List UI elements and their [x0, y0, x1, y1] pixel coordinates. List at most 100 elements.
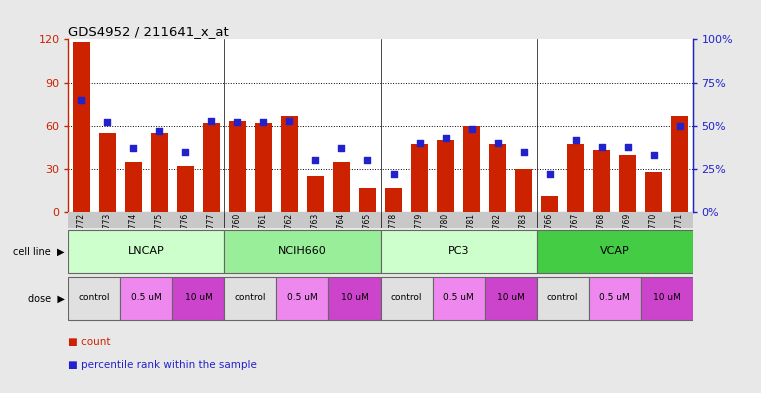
Bar: [99, 133, 116, 212]
Text: GSM1359778: GSM1359778: [389, 213, 398, 264]
Text: GSM1359768: GSM1359768: [597, 213, 606, 264]
Bar: [173, 277, 224, 320]
Text: GSM1359765: GSM1359765: [363, 213, 372, 264]
Point: [75, 97, 88, 103]
Bar: [120, 277, 173, 320]
Text: GSM1359764: GSM1359764: [337, 213, 346, 264]
Bar: [463, 126, 480, 212]
Text: GSM1359780: GSM1359780: [441, 213, 450, 264]
Bar: [68, 230, 224, 273]
Point: [387, 171, 400, 177]
Bar: [73, 42, 90, 212]
Point: [413, 140, 425, 146]
Text: GSM1359760: GSM1359760: [233, 213, 242, 264]
Text: GSM1359781: GSM1359781: [467, 213, 476, 264]
Text: 0.5 uM: 0.5 uM: [599, 293, 630, 302]
Bar: [411, 145, 428, 212]
Bar: [380, 277, 432, 320]
Point: [439, 135, 451, 141]
Text: control: control: [390, 293, 422, 302]
Point: [101, 119, 113, 125]
Bar: [329, 277, 380, 320]
Bar: [437, 140, 454, 212]
Bar: [151, 133, 168, 212]
Bar: [255, 123, 272, 212]
Point: [154, 128, 166, 134]
Bar: [224, 277, 276, 320]
Bar: [125, 162, 142, 212]
Point: [673, 123, 686, 129]
Point: [283, 118, 295, 124]
Point: [543, 171, 556, 177]
Text: cell line  ▶: cell line ▶: [13, 246, 65, 257]
Point: [622, 143, 634, 150]
Text: 10 uM: 10 uM: [185, 293, 212, 302]
Text: GSM1359767: GSM1359767: [571, 213, 580, 264]
Bar: [515, 169, 532, 212]
Text: PC3: PC3: [447, 246, 470, 255]
Text: VCAP: VCAP: [600, 246, 629, 255]
Text: GDS4952 / 211641_x_at: GDS4952 / 211641_x_at: [68, 25, 229, 38]
Text: control: control: [546, 293, 578, 302]
Bar: [276, 277, 329, 320]
Text: 10 uM: 10 uM: [653, 293, 680, 302]
Bar: [432, 277, 485, 320]
Bar: [203, 123, 220, 212]
Text: NCIH660: NCIH660: [278, 246, 327, 255]
Text: dose  ▶: dose ▶: [28, 294, 65, 304]
Text: GSM1359772: GSM1359772: [77, 213, 86, 264]
Bar: [671, 116, 688, 212]
Bar: [224, 230, 380, 273]
Text: GSM1359783: GSM1359783: [519, 213, 528, 264]
Bar: [385, 188, 402, 212]
Text: GSM1359775: GSM1359775: [155, 213, 164, 264]
Point: [127, 145, 139, 151]
Bar: [567, 145, 584, 212]
Text: GSM1359773: GSM1359773: [103, 213, 112, 264]
Text: GSM1359762: GSM1359762: [285, 213, 294, 264]
Bar: [177, 166, 194, 212]
Text: GSM1359774: GSM1359774: [129, 213, 138, 264]
Text: 0.5 uM: 0.5 uM: [443, 293, 474, 302]
Text: GSM1359761: GSM1359761: [259, 213, 268, 264]
Point: [180, 149, 192, 155]
Point: [492, 140, 504, 146]
Bar: [641, 277, 693, 320]
Text: 0.5 uM: 0.5 uM: [131, 293, 162, 302]
Point: [517, 149, 530, 155]
Point: [569, 136, 581, 143]
Bar: [645, 172, 662, 212]
Bar: [593, 150, 610, 212]
Text: control: control: [234, 293, 266, 302]
Text: control: control: [78, 293, 110, 302]
Text: GSM1359777: GSM1359777: [207, 213, 216, 264]
Point: [336, 145, 348, 151]
Text: GSM1359771: GSM1359771: [675, 213, 684, 264]
Bar: [537, 277, 588, 320]
Text: 10 uM: 10 uM: [341, 293, 368, 302]
Text: GSM1359782: GSM1359782: [493, 213, 502, 264]
Point: [466, 126, 478, 132]
Text: ■ count: ■ count: [68, 337, 111, 347]
Bar: [359, 188, 376, 212]
Point: [257, 119, 269, 125]
Bar: [485, 277, 537, 320]
Bar: [541, 196, 558, 212]
Text: GSM1359779: GSM1359779: [415, 213, 424, 264]
Point: [310, 157, 322, 163]
Bar: [537, 230, 693, 273]
Bar: [229, 121, 246, 212]
Point: [361, 157, 374, 163]
Text: 0.5 uM: 0.5 uM: [287, 293, 318, 302]
Bar: [281, 116, 298, 212]
Bar: [489, 145, 506, 212]
Text: GSM1359776: GSM1359776: [181, 213, 190, 264]
Text: 10 uM: 10 uM: [497, 293, 524, 302]
Text: GSM1359766: GSM1359766: [545, 213, 554, 264]
Text: LNCAP: LNCAP: [128, 246, 165, 255]
Point: [231, 119, 244, 125]
Point: [648, 152, 660, 158]
Bar: [588, 277, 641, 320]
Bar: [68, 277, 120, 320]
Text: GSM1359769: GSM1359769: [623, 213, 632, 264]
